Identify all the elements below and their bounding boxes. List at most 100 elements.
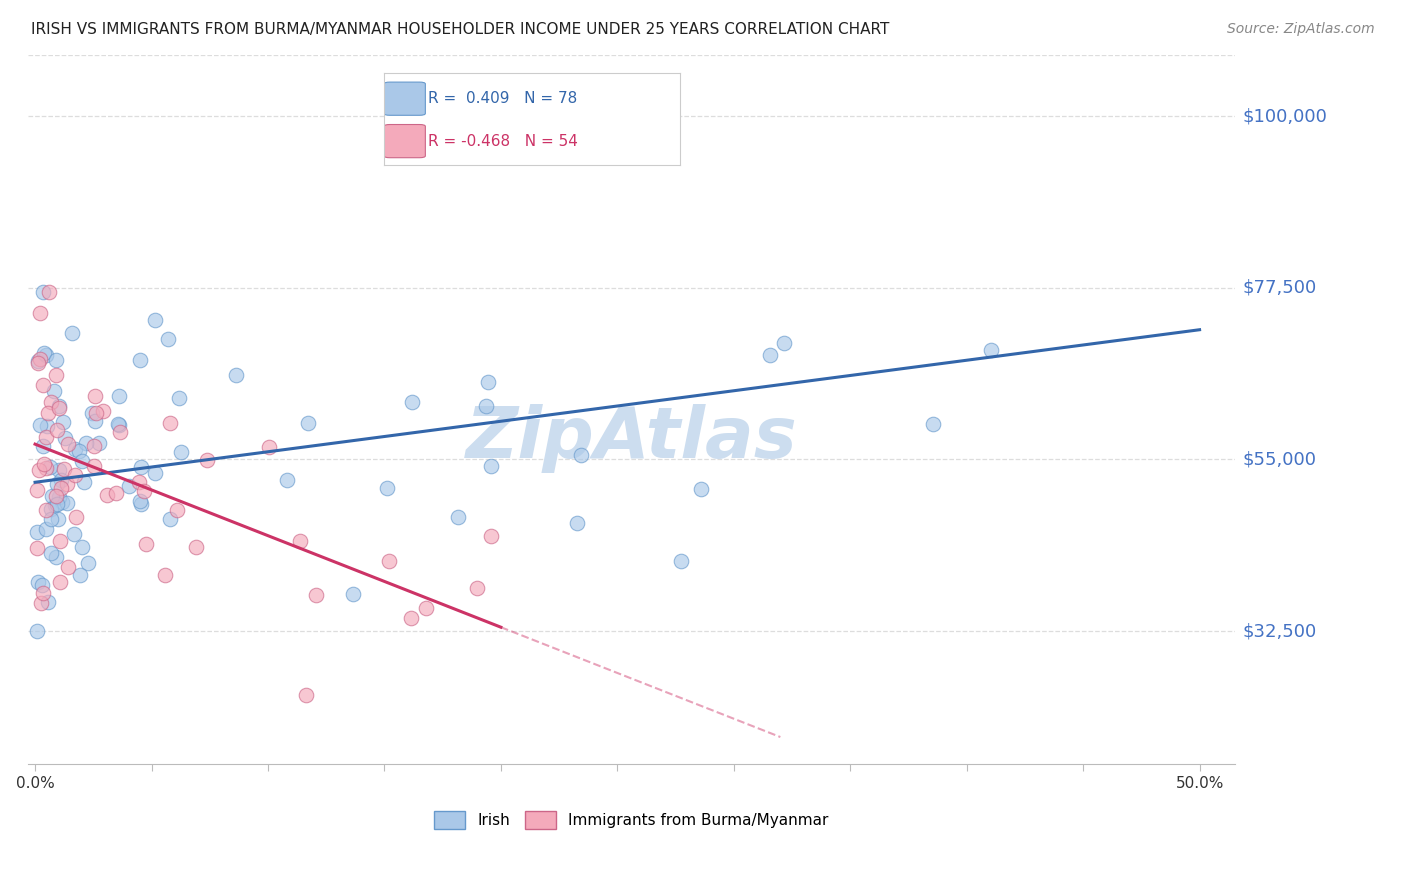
Point <box>27 541 49 555</box>
Point <box>167 391 190 405</box>
Point <box>49 533 72 548</box>
Point <box>166 502 188 516</box>
Point <box>35 522 58 536</box>
Point <box>27 483 49 498</box>
Point <box>80 406 103 420</box>
Point <box>297 416 319 430</box>
Point <box>42 384 65 399</box>
Point <box>32 285 55 299</box>
Point <box>62 526 84 541</box>
Point <box>83 439 105 453</box>
Point <box>56 496 79 510</box>
Point <box>56 559 79 574</box>
Point <box>45 368 67 382</box>
Point <box>45 489 67 503</box>
Point <box>37 594 59 608</box>
Point <box>31 586 53 600</box>
Point <box>45 497 67 511</box>
Point <box>399 611 422 625</box>
Point <box>129 459 152 474</box>
Point <box>46 477 69 491</box>
Point <box>75 435 97 450</box>
Point <box>53 431 76 445</box>
Point <box>143 466 166 480</box>
Text: $77,500: $77,500 <box>1243 279 1317 297</box>
Point <box>37 406 59 420</box>
Point <box>225 368 247 382</box>
Point <box>30 352 52 367</box>
Point <box>108 418 131 433</box>
Point <box>27 624 49 639</box>
Point <box>128 352 150 367</box>
Point <box>65 510 87 524</box>
Point <box>257 440 280 454</box>
Point <box>921 417 943 432</box>
Point <box>30 596 52 610</box>
Point <box>72 475 94 490</box>
Point <box>58 436 80 450</box>
Point <box>39 460 62 475</box>
Point <box>39 511 62 525</box>
Point <box>46 512 69 526</box>
Point <box>35 461 58 475</box>
Point <box>63 467 86 482</box>
Point <box>91 403 114 417</box>
Point <box>159 416 181 430</box>
Point <box>51 495 73 509</box>
Point <box>474 399 496 413</box>
Point <box>35 430 58 444</box>
Text: Source: ZipAtlas.com: Source: ZipAtlas.com <box>1227 22 1375 37</box>
Point <box>128 475 150 490</box>
Point <box>83 414 105 428</box>
Point <box>135 537 157 551</box>
Point <box>105 486 128 500</box>
Point <box>49 473 72 487</box>
Point <box>84 406 107 420</box>
Text: $100,000: $100,000 <box>1243 107 1327 125</box>
Point <box>45 352 67 367</box>
Point <box>35 418 58 433</box>
Point <box>87 435 110 450</box>
Point <box>39 395 62 409</box>
Text: $32,500: $32,500 <box>1243 622 1317 640</box>
Point <box>27 356 49 370</box>
Point <box>447 510 470 524</box>
Point <box>35 348 58 362</box>
Point <box>96 488 118 502</box>
Point <box>342 587 364 601</box>
Point <box>415 601 437 615</box>
Point <box>294 689 316 703</box>
Point <box>32 345 55 359</box>
Point <box>83 458 105 473</box>
Point <box>48 401 70 416</box>
Point <box>41 501 63 516</box>
Point <box>159 512 181 526</box>
Text: IRISH VS IMMIGRANTS FROM BURMA/MYANMAR HOUSEHOLDER INCOME UNDER 25 YEARS CORRELA: IRISH VS IMMIGRANTS FROM BURMA/MYANMAR H… <box>31 22 890 37</box>
Point <box>52 416 75 430</box>
Point <box>45 423 67 437</box>
Point <box>477 375 499 389</box>
Point <box>377 554 399 568</box>
Point <box>117 479 139 493</box>
Point <box>44 498 66 512</box>
Point <box>70 540 93 554</box>
Point <box>567 516 589 531</box>
Point <box>27 354 49 368</box>
Point <box>32 439 55 453</box>
Point <box>669 554 692 568</box>
Point <box>132 483 155 498</box>
Point <box>48 463 70 477</box>
Point <box>276 473 298 487</box>
Point <box>479 529 502 543</box>
Point <box>69 444 91 458</box>
Point <box>479 459 502 474</box>
Point <box>45 549 67 564</box>
Point <box>41 489 63 503</box>
Point <box>48 575 70 590</box>
Point <box>153 567 176 582</box>
Point <box>63 442 86 457</box>
Point <box>108 425 131 439</box>
Point <box>32 378 55 392</box>
Point <box>72 454 94 468</box>
Point <box>62 326 84 341</box>
